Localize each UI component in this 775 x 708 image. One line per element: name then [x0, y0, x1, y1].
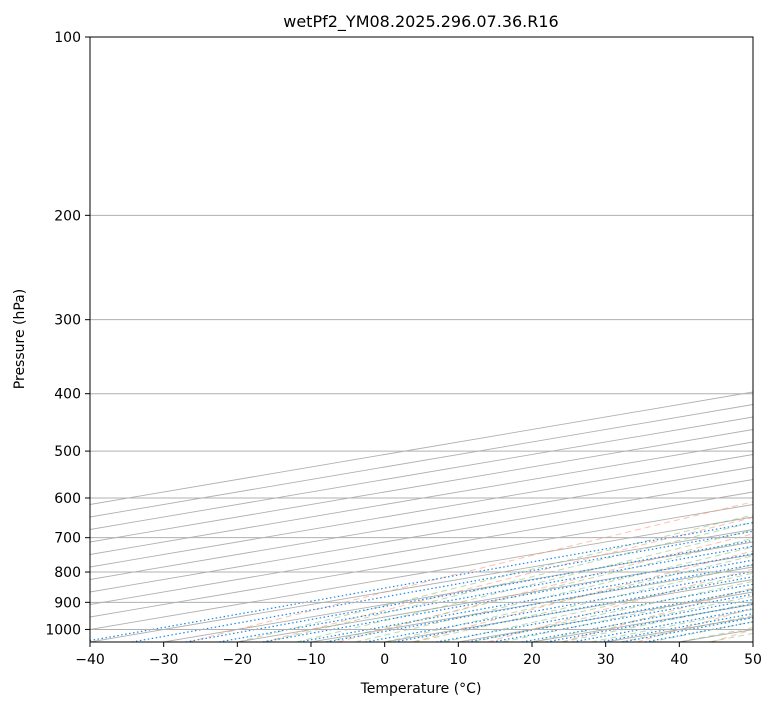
- isotherm-line: [90, 529, 753, 642]
- isotherm-line: [90, 504, 753, 618]
- moist-adiabat-line: [502, 588, 753, 642]
- mixing-ratio-line: [131, 530, 753, 642]
- mixing-ratio-lines: [90, 522, 753, 642]
- y-tick-label: 600: [54, 491, 81, 507]
- mixing-ratio-line: [262, 553, 753, 642]
- dry-adiabat-line: [711, 628, 753, 642]
- y-axis-ticks: 100 200 300 400 500 600 700 800 900 1000: [45, 30, 90, 638]
- x-tick-label: −30: [149, 652, 179, 668]
- x-tick-label: −20: [223, 652, 253, 668]
- mixing-ratio-line: [185, 539, 753, 642]
- mixing-ratio-line: [599, 613, 753, 642]
- x-tick-label: 40: [670, 652, 688, 668]
- plot-frame: [89, 36, 754, 643]
- chart-title: wetPf2_YM08.2025.296.07.36.R16: [283, 12, 558, 32]
- mixing-ratio-line: [218, 545, 753, 642]
- y-tick-label: 300: [54, 313, 81, 329]
- isotherm-line: [90, 441, 753, 555]
- y-tick-label: 700: [54, 531, 81, 547]
- pressure-grid: [90, 37, 753, 630]
- isotherm-line: [752, 641, 753, 642]
- x-axis-ticks: −40 −30 −20 −10 0 10 20 30 40 50: [75, 642, 762, 668]
- isotherm-line: [90, 454, 753, 568]
- y-tick-label: 800: [54, 565, 81, 581]
- isotherm-line: [90, 491, 753, 605]
- isotherm-line: [384, 579, 753, 642]
- y-tick-label: 500: [54, 444, 81, 460]
- x-tick-label: −10: [296, 652, 326, 668]
- y-axis-title: Pressure (hPa): [12, 289, 28, 389]
- x-axis-title: Temperature (°C): [360, 681, 482, 697]
- isotherm-line: [90, 391, 753, 505]
- mixing-ratio-line: [325, 564, 753, 642]
- moist-adiabat-line: [708, 632, 753, 642]
- dry-adiabat-line: [487, 568, 753, 642]
- dry-adiabat-line: [188, 501, 753, 642]
- moist-adiabat-line: [531, 595, 753, 642]
- isotherm-line: [531, 604, 753, 642]
- dry-adiabat-line: [562, 587, 753, 642]
- isotherm-line: [90, 429, 753, 543]
- isotherm-line: [90, 479, 753, 593]
- x-tick-label: 30: [597, 652, 615, 668]
- y-tick-label: 1000: [45, 622, 81, 638]
- dry-adiabat-line: [412, 550, 753, 642]
- y-tick-label: 200: [54, 208, 81, 224]
- y-tick-label: 100: [54, 30, 81, 46]
- x-tick-label: 20: [523, 652, 541, 668]
- mixing-ratio-line: [521, 598, 753, 642]
- isotherm-line: [90, 516, 753, 630]
- x-tick-label: −40: [75, 652, 105, 668]
- dry-adiabats: [188, 501, 753, 642]
- moist-adiabat-line: [355, 546, 753, 642]
- plot-area: 0.10.20.40.611.52346810131620253036-100-…: [90, 37, 753, 642]
- isotherm-line: [90, 416, 753, 530]
- y-tick-label: 900: [54, 595, 81, 611]
- y-tick-label: 400: [54, 387, 81, 403]
- moist-adiabat-line: [325, 537, 753, 642]
- x-tick-label: 10: [449, 652, 467, 668]
- moist-adiabat-line: [384, 555, 753, 642]
- isotherm-line: [90, 404, 753, 518]
- isotherm-line: [310, 566, 753, 642]
- moist-adiabat-line: [237, 514, 753, 642]
- mixing-ratio-line: [572, 608, 753, 642]
- isotherm-line: [90, 466, 753, 580]
- moist-adiabat-line: [443, 572, 753, 642]
- isotherm-grid: [90, 391, 753, 642]
- x-tick-label: 0: [380, 652, 389, 668]
- mixing-ratio-line: [622, 617, 753, 642]
- moist-adiabats: [237, 514, 753, 642]
- x-tick-label: 50: [744, 652, 762, 668]
- dry-adiabat-line: [636, 607, 753, 642]
- mixing-ratio-line: [299, 559, 753, 642]
- moist-adiabat-line: [413, 564, 753, 642]
- moist-adiabat-line: [590, 608, 753, 642]
- moist-adiabat-line: [296, 529, 753, 642]
